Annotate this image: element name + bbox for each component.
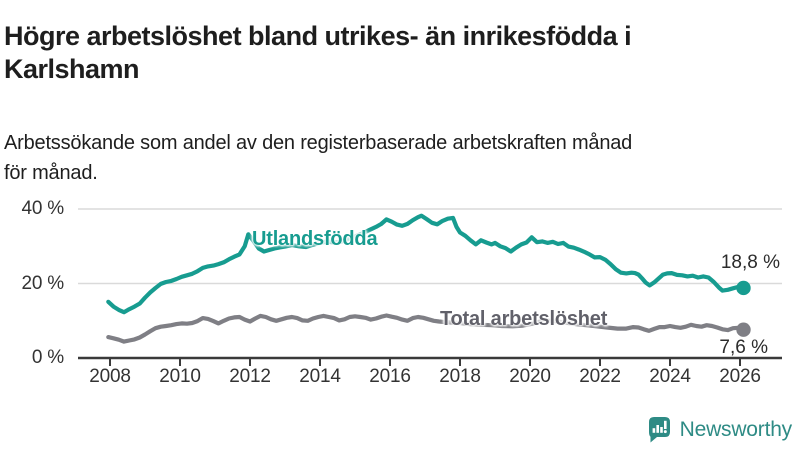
x-axis-tick-label: 2026 [719, 366, 761, 387]
y-axis-tick-label: 0 % [31, 347, 64, 368]
newsworthy-logo: Newsworthy [646, 415, 792, 444]
end-value-label-utlandsfodda: 18,8 % [720, 252, 780, 273]
brand-name: Newsworthy [679, 417, 793, 441]
chart-subtitle: Arbetssökande som andel av den registerb… [4, 132, 633, 184]
x-axis-tick-label: 2012 [229, 366, 271, 387]
x-axis-tick-label: 2014 [299, 366, 341, 387]
end-value-label-total-arbetsloshet: 7,6 % [719, 337, 768, 358]
series-label-utlandsfodda: Utlandsfödda [252, 228, 378, 250]
bar-chart-speech-bubble-icon [648, 417, 670, 443]
x-axis-tick-label: 2016 [369, 366, 411, 387]
series-label-total-arbetsloshet: Total arbetslöshet [440, 308, 608, 330]
series-line-total-arbetsl-shet [106, 313, 746, 344]
x-axis-tick-label: 2008 [89, 366, 131, 387]
series-line-utlandsf-dda [106, 213, 746, 315]
x-axis-tick-label: 2020 [509, 366, 551, 387]
series-end-dot [736, 280, 751, 296]
series-end-dot [736, 322, 751, 337]
x-axis-tick-label: 2024 [649, 366, 691, 387]
x-axis-tick-label: 2010 [159, 366, 201, 387]
x-axis-tick-label: 2018 [439, 366, 481, 387]
chart-title: Högre arbetslöshet bland utrikes- än inr… [4, 21, 632, 85]
y-axis-tick-label: 20 % [21, 272, 64, 294]
x-axis-tick-label: 2022 [579, 366, 621, 387]
y-axis-tick-label: 40 % [21, 198, 64, 219]
